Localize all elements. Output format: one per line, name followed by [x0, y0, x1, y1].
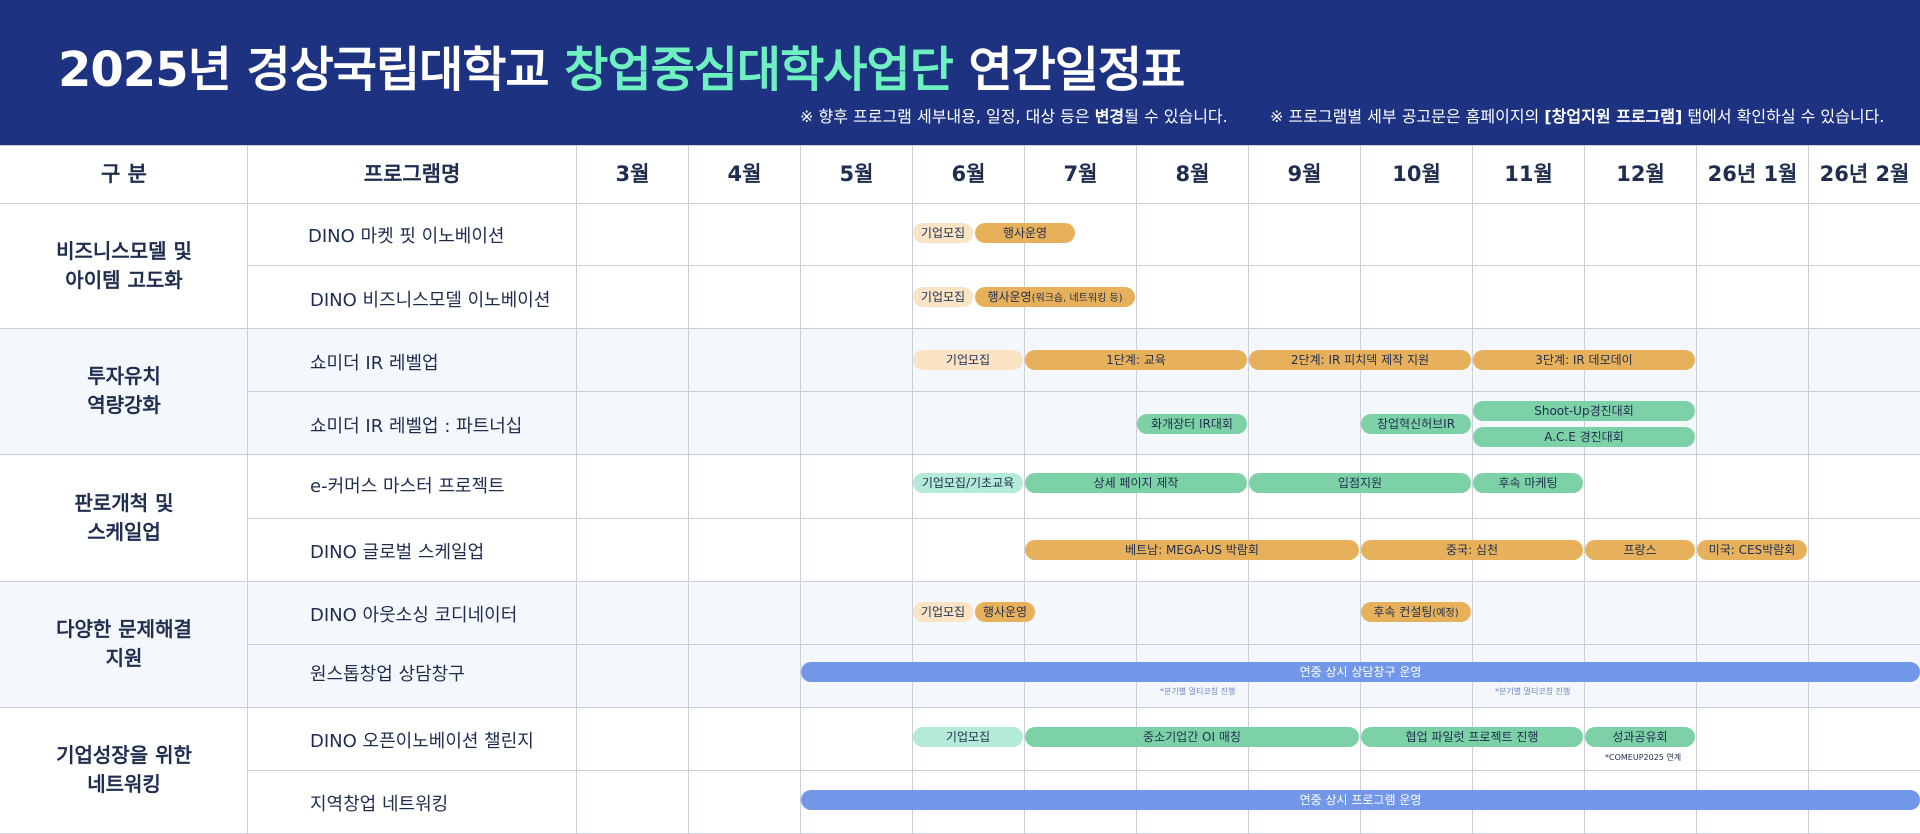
column-header-program: 프로그램명	[363, 162, 461, 186]
grid-line	[1248, 145, 1249, 834]
schedule-bar: 후속 마케팅	[1473, 473, 1583, 493]
month-header: 12월	[1616, 162, 1665, 186]
grid-line	[800, 145, 801, 834]
schedule-bar: 성과공유회	[1585, 727, 1695, 747]
grid-line	[912, 145, 913, 834]
category-cell: 다양한 문제해결 지원	[56, 617, 192, 670]
schedule-bar: 기업모집	[913, 727, 1023, 747]
program-name: DINO 비즈니스모델 이노베이션	[310, 290, 551, 311]
schedule-bar: 연중 상시 상담창구 운영	[801, 662, 1920, 682]
schedule-bar: 후속 컨설팅(예정)	[1361, 602, 1471, 622]
grid-line	[0, 707, 1920, 708]
grid-line	[0, 145, 1920, 146]
schedule-bar: 협업 파일럿 프로젝트 진행	[1361, 727, 1583, 747]
program-name: 쇼미더 IR 레벨업	[310, 353, 439, 374]
grid-line	[0, 328, 1920, 329]
month-header: 8월	[1175, 162, 1210, 186]
program-name: DINO 글로벌 스케일업	[310, 542, 485, 563]
schedule-bar: 기업모집/기초교육	[913, 473, 1023, 493]
schedule-bar: 기업모집	[913, 350, 1023, 370]
program-name: DINO 아웃소싱 코디네이터	[310, 605, 518, 626]
month-header: 5월	[839, 162, 874, 186]
program-name: DINO 마켓 핏 이노베이션	[308, 226, 505, 247]
page-title: 2025년 경상국립대학교 창업중심대학사업단 연간일정표	[58, 42, 1185, 98]
footnote: *분기별 멀티코칭 진행	[1495, 687, 1571, 696]
grid-line	[1472, 145, 1473, 834]
column-header-category: 구 분	[101, 162, 147, 186]
note-homepage: ※ 프로그램별 세부 공고문은 홈페이지의 [창업지원 프로그램] 탭에서 확인…	[1270, 107, 1885, 126]
month-header: 3월	[615, 162, 650, 186]
schedule-bar: 화개장터 IR대회	[1137, 414, 1247, 434]
footnote: *COMEUP2025 연계	[1605, 753, 1682, 762]
month-header: 26년 1월	[1707, 162, 1798, 186]
category-cell: 비즈니스모델 및 아이템 고도화	[56, 238, 192, 292]
header-banner: 2025년 경상국립대학교 창업중심대학사업단 연간일정표 ※ 향후 프로그램 …	[0, 0, 1920, 145]
month-header: 26년 2월	[1819, 162, 1910, 186]
schedule-bar: 행사운영	[975, 602, 1035, 622]
schedule-bar: 기업모집	[913, 223, 973, 243]
program-name: DINO 오픈이노베이션 챌린지	[310, 731, 534, 752]
schedule-bar: 베트남: MEGA-US 박람회	[1025, 540, 1359, 560]
month-header: 10월	[1392, 162, 1441, 186]
footnote: *분기별 멀티코칭 진행	[1160, 687, 1236, 696]
month-header: 9월	[1287, 162, 1322, 186]
schedule-table: 구 분 프로그램명 3월 4월 5월 6월 7월 8월 9월 10월 11월 1…	[0, 145, 1920, 834]
schedule-bar: Shoot-Up경진대회	[1473, 401, 1695, 421]
grid-line	[248, 644, 1920, 645]
month-header: 7월	[1063, 162, 1098, 186]
schedule-bar: 창업혁신허브IR	[1361, 414, 1471, 434]
schedule-bar: A.C.E 경진대회	[1473, 427, 1695, 447]
grid-line	[576, 145, 577, 834]
grid-line	[248, 518, 1920, 519]
grid-line	[248, 770, 1920, 771]
grid-line	[0, 581, 1920, 582]
grid-line	[0, 203, 1920, 204]
grid-line	[1584, 145, 1585, 834]
schedule-bar: 1단계: 교육	[1025, 350, 1247, 370]
category-cell: 투자유치 역량강화	[87, 364, 161, 417]
schedule-bar: 행사운영	[975, 223, 1075, 243]
grid-line	[1808, 145, 1809, 834]
schedule-bar: 미국: CES박람회	[1697, 540, 1807, 560]
month-header: 11월	[1504, 162, 1553, 186]
grid-line	[0, 454, 1920, 455]
category-cell: 판로개척 및 스케일업	[74, 490, 174, 544]
schedule-bar: 입점지원	[1249, 473, 1471, 493]
month-header: 6월	[951, 162, 986, 186]
grid-line	[688, 145, 689, 834]
schedule-bar: 3단계: IR 데모데이	[1473, 350, 1695, 370]
grid-line	[1024, 145, 1025, 834]
category-cell: 기업성장을 위한 네트워킹	[56, 743, 192, 796]
schedule-bar: 2단계: IR 피치덱 제작 지원	[1249, 350, 1471, 370]
schedule-bar: 기업모집	[913, 602, 973, 622]
schedule-bar: 프랑스	[1585, 540, 1695, 560]
grid-line	[248, 391, 1920, 392]
note-change: ※ 향후 프로그램 세부내용, 일정, 대상 등은 변경될 수 있습니다.	[800, 107, 1228, 126]
schedule-bar: 상세 페이지 제작	[1025, 473, 1247, 493]
schedule-bar: 중소기업간 OI 매칭	[1025, 727, 1359, 747]
schedule-bar: 연중 상시 프로그램 운영	[801, 790, 1920, 810]
month-header: 4월	[727, 162, 762, 186]
program-name: 지역창업 네트워킹	[310, 794, 449, 815]
grid-line	[248, 265, 1920, 266]
grid-line	[247, 145, 248, 834]
program-name: 쇼미더 IR 레벨업 : 파트너십	[310, 416, 523, 437]
program-name: e-커머스 마스터 프로젝트	[310, 476, 505, 497]
program-name: 원스톱창업 상담창구	[310, 664, 465, 685]
schedule-bar: 행사운영(워크숍, 네트워킹 등)	[975, 287, 1135, 307]
schedule-bar: 중국: 심천	[1361, 540, 1583, 560]
schedule-bar: 기업모집	[913, 287, 973, 307]
grid-line	[1696, 145, 1697, 834]
